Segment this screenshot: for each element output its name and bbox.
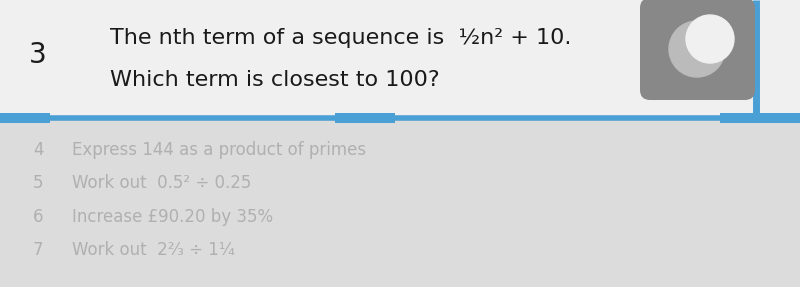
- FancyBboxPatch shape: [335, 113, 395, 123]
- Text: 4: 4: [33, 141, 43, 159]
- Text: Increase £90.20 by 35%: Increase £90.20 by 35%: [72, 208, 273, 226]
- Text: 3: 3: [29, 41, 47, 69]
- Text: 6: 6: [33, 208, 43, 226]
- FancyBboxPatch shape: [720, 113, 800, 123]
- Text: 7: 7: [33, 241, 43, 259]
- Circle shape: [669, 21, 725, 77]
- Text: Which term is closest to 100?: Which term is closest to 100?: [110, 70, 440, 90]
- FancyBboxPatch shape: [0, 113, 50, 123]
- FancyBboxPatch shape: [0, 0, 800, 118]
- Text: Work out  2²⁄₃ ÷ 1¹⁄₄: Work out 2²⁄₃ ÷ 1¹⁄₄: [72, 241, 235, 259]
- Text: The nth term of a sequence is  ½n² + 10.: The nth term of a sequence is ½n² + 10.: [110, 28, 571, 48]
- Text: Work out  0.5² ÷ 0.25: Work out 0.5² ÷ 0.25: [72, 174, 251, 192]
- FancyBboxPatch shape: [640, 0, 755, 100]
- Text: 5: 5: [33, 174, 43, 192]
- Text: Express 144 as a product of primes: Express 144 as a product of primes: [72, 141, 366, 159]
- Circle shape: [686, 15, 734, 63]
